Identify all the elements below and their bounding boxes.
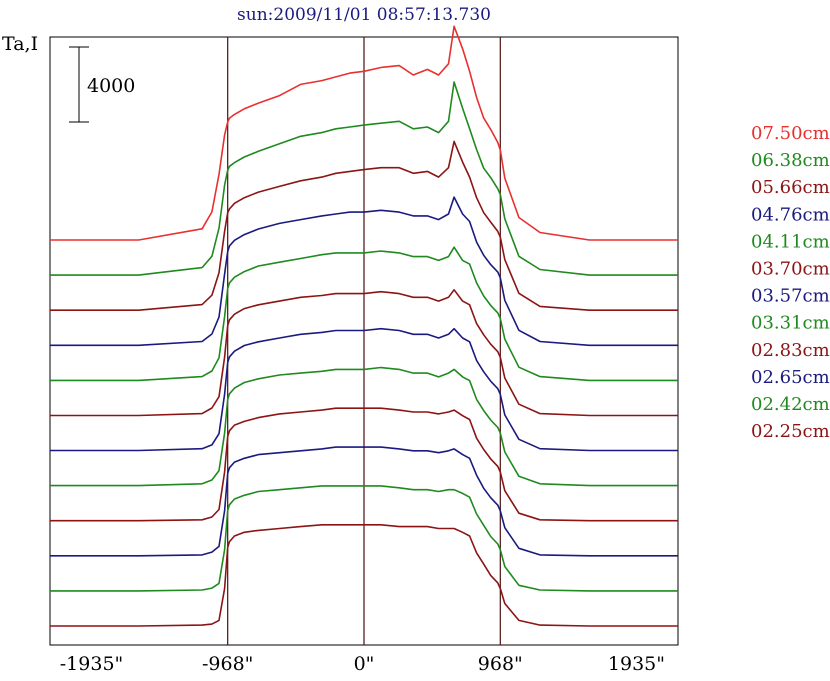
legend-entry: 04.76cm	[751, 204, 830, 225]
legend-entry: 06.38cm	[751, 150, 830, 171]
series-line-05.66cm	[50, 140, 678, 312]
legend-entry: 02.83cm	[751, 340, 830, 361]
scale-bar-label: 4000	[87, 75, 135, 97]
legend-entry: 03.57cm	[751, 286, 830, 307]
legend-entry: 03.70cm	[751, 259, 830, 280]
series-line-02.65cm	[50, 446, 678, 557]
legend-entry: 02.65cm	[751, 367, 830, 388]
scale-bar: 4000	[69, 46, 135, 123]
legend-entry: 02.42cm	[751, 394, 830, 415]
legend-entry: 07.50cm	[751, 123, 830, 144]
vertical-reference-lines	[227, 37, 501, 645]
legend-entry: 03.31cm	[751, 313, 830, 334]
series-line-04.76cm	[50, 196, 678, 347]
series-line-03.31cm	[50, 366, 678, 487]
series-line-02.42cm	[50, 485, 678, 592]
x-tick-label: -1935"	[60, 653, 124, 675]
series-line-07.50cm	[50, 25, 678, 241]
x-tick-labels: -1935" -968" 0" 968" 1935"	[60, 653, 665, 675]
legend: 07.50cm 06.38cm 05.66cm 04.76cm 04.11cm 03.70…	[751, 123, 830, 442]
legend-entry: 04.11cm	[751, 231, 830, 252]
series-line-06.38cm	[50, 81, 678, 276]
legend-entry: 02.25cm	[751, 421, 830, 442]
chart-title: sun:2009/11/01 08:57:13.730	[237, 5, 491, 25]
x-tick-label: 0"	[354, 653, 375, 675]
series-line-03.57cm	[50, 327, 678, 452]
x-tick-label: 968"	[478, 653, 523, 675]
x-tick-label: -968"	[202, 653, 253, 675]
series-line-02.25cm	[50, 523, 678, 627]
y-axis-label: Ta,I	[2, 33, 38, 55]
series-line-03.70cm	[50, 288, 678, 417]
series-line-04.11cm	[50, 246, 678, 382]
legend-entry: 05.66cm	[751, 177, 830, 198]
x-tick-label: 1935"	[608, 653, 665, 675]
series-lines	[50, 25, 678, 627]
series-line-02.83cm	[50, 407, 678, 522]
